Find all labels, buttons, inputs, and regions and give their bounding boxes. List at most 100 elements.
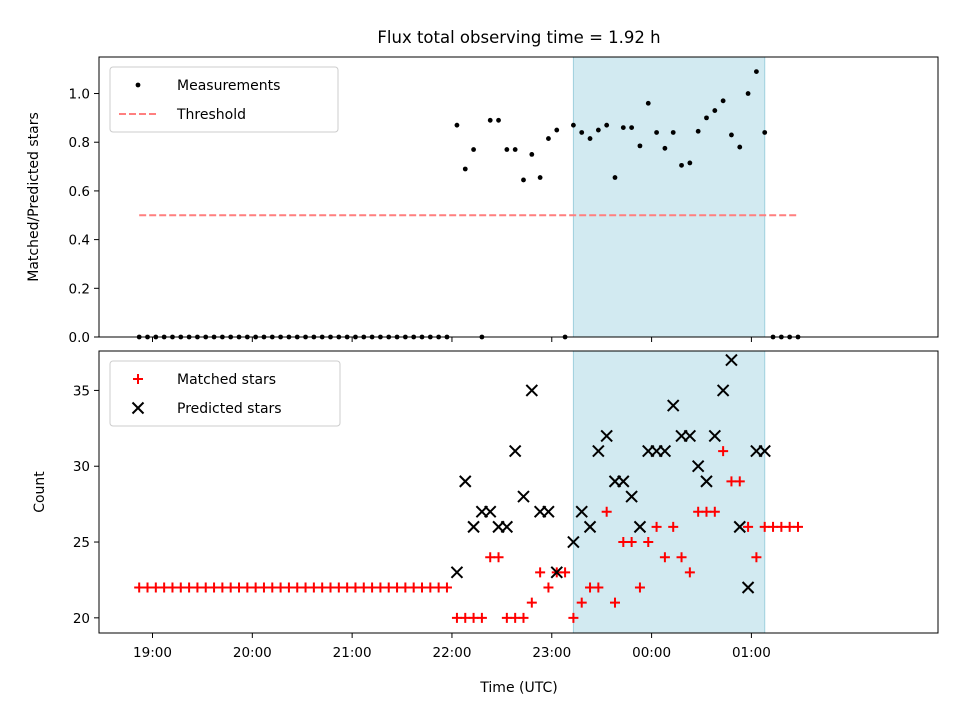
- y-tick-label: 20: [73, 611, 90, 627]
- predicted-star-point: [741, 581, 755, 594]
- x-tick-label: 01:00: [732, 645, 771, 661]
- measurement-point: [762, 130, 768, 135]
- series-predicted-stars: [450, 353, 771, 594]
- predicted-star-point: [542, 505, 555, 518]
- matched-star-point: [493, 552, 504, 563]
- matched-star-point: [709, 506, 720, 517]
- measurement-point: [720, 98, 726, 104]
- predicted-star-point: [617, 475, 630, 488]
- legend-label: Threshold: [176, 107, 246, 123]
- matched-star-point: [568, 612, 579, 623]
- legend-label: Measurements: [177, 78, 280, 94]
- matched-star-point: [743, 521, 754, 532]
- predicted-star-point: [525, 384, 539, 397]
- predicted-star-point: [450, 566, 464, 579]
- measurement-point: [645, 100, 651, 106]
- measurement-point: [487, 117, 493, 123]
- y-tick-label: 35: [73, 383, 90, 399]
- matched-star-point: [576, 597, 587, 608]
- predicted-star-point: [592, 444, 605, 458]
- predicted-star-point: [484, 505, 497, 518]
- measurement-point: [512, 147, 518, 152]
- predicted-star-point: [667, 399, 680, 412]
- measurement-point: [737, 144, 743, 150]
- matched-star-point: [601, 506, 612, 517]
- measurement-point: [587, 136, 593, 141]
- measurement-point: [579, 130, 585, 135]
- matched-star-point: [543, 582, 554, 593]
- matched-star-point: [651, 521, 662, 532]
- predicted-star-point: [683, 429, 697, 443]
- y-tick-label: 0.2: [69, 281, 90, 297]
- measurement-point: [704, 115, 709, 121]
- predicted-star-point: [567, 535, 580, 549]
- matched-star-point: [535, 567, 546, 578]
- x-tick-label: 22:00: [433, 645, 472, 661]
- measurement-point: [620, 125, 626, 131]
- measurement-point: [595, 127, 601, 133]
- measurement-point: [529, 151, 535, 157]
- matched-star-point: [526, 597, 537, 608]
- matched-star-point: [441, 582, 452, 593]
- measurement-point: [662, 145, 668, 151]
- y-tick-label: 0.4: [69, 233, 90, 249]
- predicted-star-point: [508, 444, 522, 458]
- x-tick-label: 21:00: [333, 645, 372, 661]
- matched-star-point: [684, 567, 695, 578]
- matched-star-point: [634, 582, 645, 593]
- y-axis-label: Count: [32, 471, 48, 513]
- predicted-star-point: [633, 520, 647, 534]
- measurement-point: [712, 108, 718, 113]
- measurement-point: [604, 122, 610, 128]
- predicted-star-point: [459, 475, 472, 488]
- measurement-point: [654, 130, 659, 135]
- predicted-star-point: [575, 505, 588, 518]
- legend-label: Matched stars: [177, 372, 276, 388]
- y-tick-label: 0.8: [69, 135, 90, 151]
- predicted-star-point: [691, 460, 705, 473]
- measurement-point: [454, 122, 460, 128]
- matched-star-point: [518, 612, 529, 623]
- predicted-star-point: [733, 520, 746, 534]
- matched-star-point: [593, 582, 604, 593]
- axes-frame: [98, 56, 939, 338]
- predicted-star-point: [517, 490, 530, 503]
- matched-star-point: [751, 552, 762, 563]
- measurement-point: [695, 128, 701, 134]
- predicted-star-point: [700, 475, 713, 488]
- measurement-point: [745, 91, 751, 96]
- legend-box: [109, 360, 341, 427]
- legend-box: [109, 66, 339, 133]
- y-tick-label: 30: [73, 459, 90, 475]
- matched-star-point: [668, 521, 679, 532]
- chart-title: Flux total observing time = 1.92 h: [377, 28, 660, 47]
- predicted-star-point: [716, 384, 730, 397]
- legend-label: Predicted stars: [177, 401, 282, 417]
- measurement-point: [670, 130, 676, 135]
- x-tick-label: 19:00: [133, 645, 172, 661]
- legend-swatch-predicted: [131, 401, 145, 415]
- legend-swatch-measurements: [135, 82, 141, 88]
- matched-star-point: [476, 612, 487, 623]
- predicted-star-point: [467, 520, 480, 534]
- y-tick-label: 0.0: [69, 330, 90, 346]
- measurement-point: [679, 162, 684, 168]
- measurement-point: [637, 143, 643, 149]
- legend: Measurements Threshold: [109, 66, 339, 133]
- measurement-point: [754, 69, 759, 75]
- predicted-star-point: [658, 444, 672, 458]
- predicted-star-point: [600, 429, 613, 443]
- measurement-point: [471, 147, 476, 152]
- series-matched-stars: [134, 446, 803, 623]
- x-tick-label: 00:00: [632, 645, 671, 661]
- matched-star-point: [609, 597, 620, 608]
- matched-star-point: [643, 537, 654, 548]
- predicted-star-point: [758, 444, 771, 458]
- x-tick-label: 23:00: [532, 645, 571, 661]
- matched-star-point: [676, 552, 687, 563]
- y-tick-label: 25: [73, 535, 90, 551]
- measurement-point: [496, 117, 501, 123]
- measurement-point: [521, 177, 526, 183]
- measurement-point: [612, 175, 618, 180]
